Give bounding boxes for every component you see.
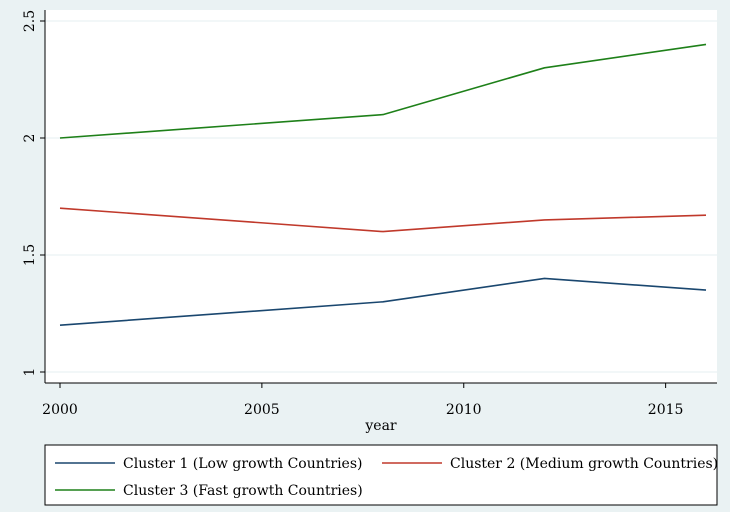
legend-label-cluster-2: Cluster 2 (Medium growth Countries): [450, 456, 718, 472]
y-tick-label: 2.5: [22, 10, 38, 32]
series-line-cluster-3: [59, 43, 707, 139]
y-tick-label: 1.5: [22, 244, 38, 266]
series-lines: [59, 43, 707, 326]
x-axis-title: year: [364, 418, 397, 434]
legend-label-cluster-3: Cluster 3 (Fast growth Countries): [123, 483, 363, 499]
x-tick-label: 2000: [42, 402, 78, 418]
legend-label-cluster-1: Cluster 1 (Low growth Countries): [123, 456, 362, 472]
plot-area: [45, 10, 717, 383]
y-tick-label: 2: [22, 134, 38, 143]
x-axis-ticks: 2000 2005 2010 2015: [42, 383, 683, 418]
grid-lines: [45, 20, 717, 373]
y-axis-ticks: 1 1.5 2 2.5: [22, 10, 45, 377]
legend: Cluster 1 (Low growth Countries) Cluster …: [55, 456, 718, 499]
series-line-cluster-2: [59, 207, 707, 233]
x-tick-label: 2010: [446, 402, 482, 418]
x-tick-label: 2015: [648, 402, 684, 418]
x-tick-label: 2005: [244, 402, 280, 418]
y-tick-label: 1: [22, 368, 38, 377]
series-line-cluster-1: [59, 277, 707, 326]
legend-box: [44, 444, 718, 506]
